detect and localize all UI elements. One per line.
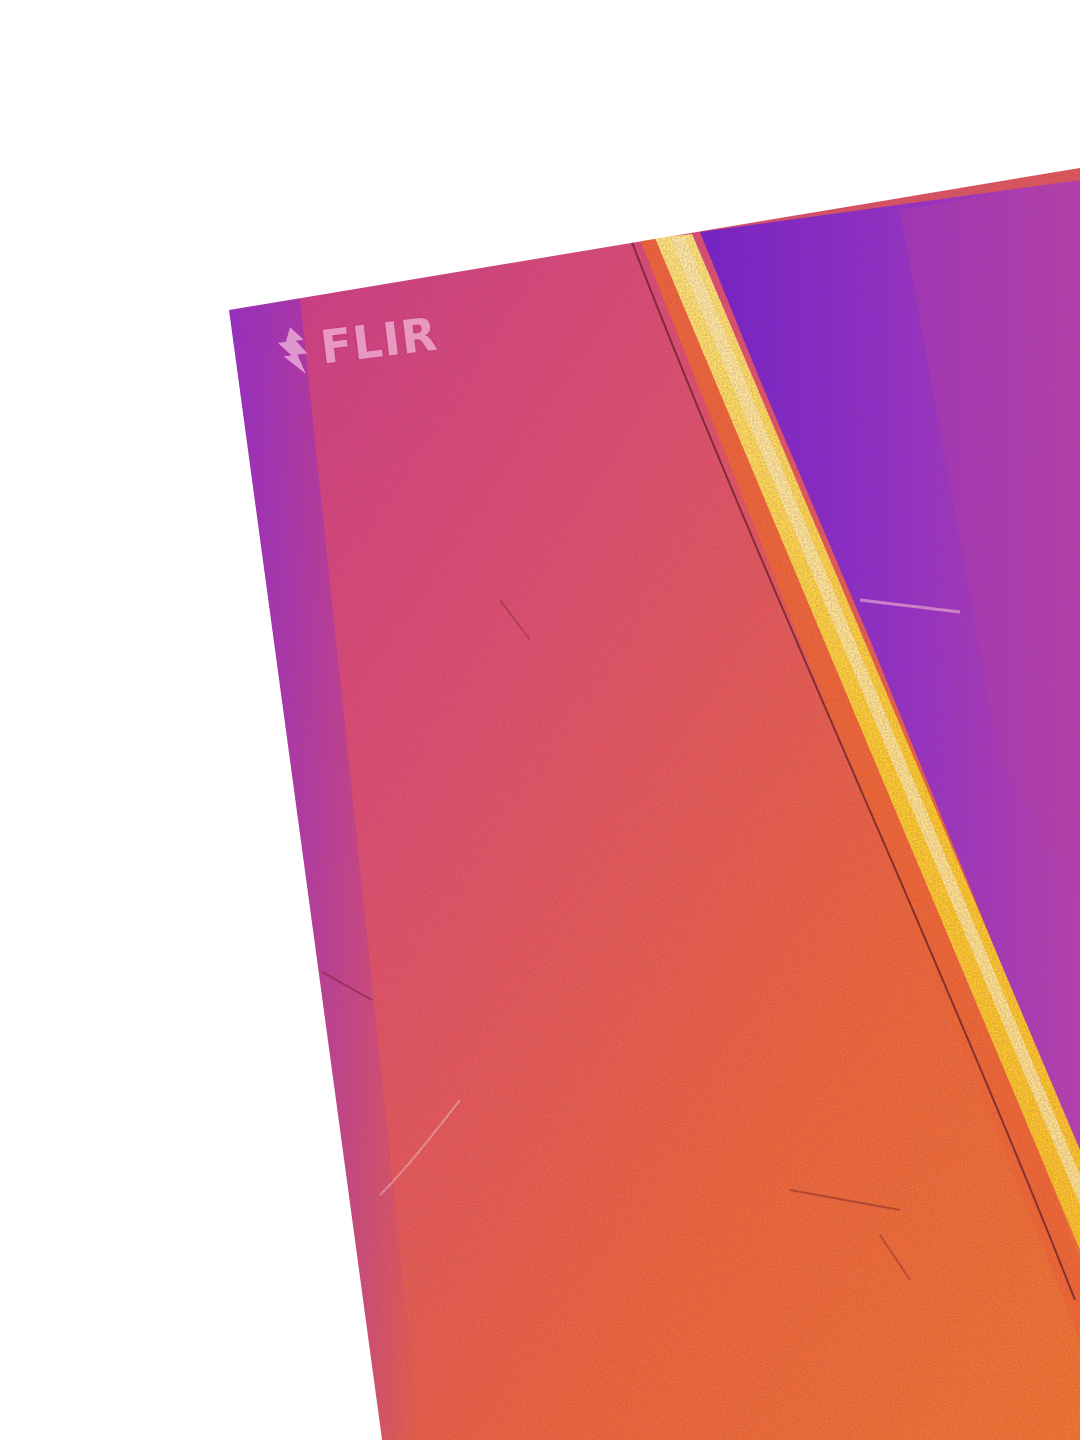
flir-watermark: FLIR — [268, 306, 441, 380]
flir-logo-text: FLIR — [317, 306, 441, 375]
flir-flame-icon — [277, 327, 308, 374]
